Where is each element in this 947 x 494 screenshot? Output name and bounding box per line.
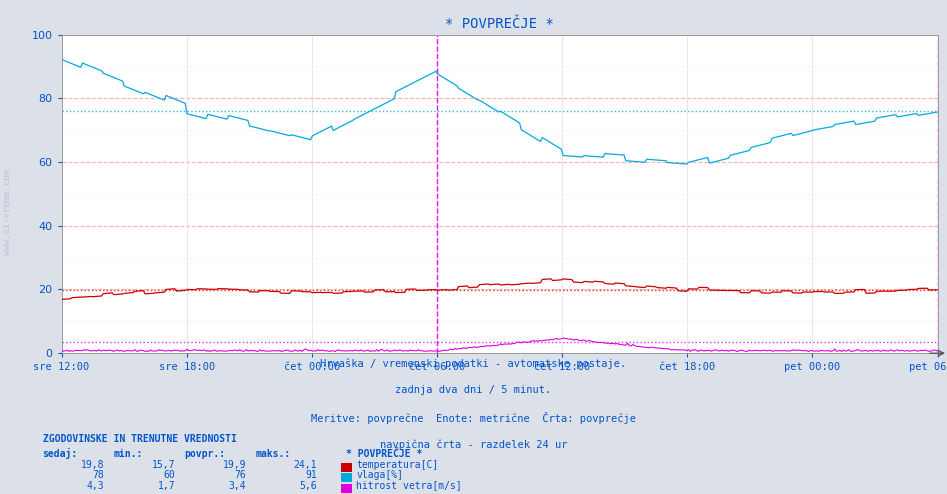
Text: * POVPREČJE *: * POVPREČJE * [346, 450, 422, 459]
Text: vlaga[%]: vlaga[%] [356, 470, 403, 480]
Text: min.:: min.: [114, 450, 143, 459]
Text: Meritve: povprečne  Enote: metrične  Črta: povprečje: Meritve: povprečne Enote: metrične Črta:… [311, 412, 636, 424]
Text: 76: 76 [235, 470, 246, 480]
Text: 78: 78 [93, 470, 104, 480]
Text: 3,4: 3,4 [228, 481, 246, 491]
Text: Hrvaška / vremenski podatki - avtomatske postaje.: Hrvaška / vremenski podatki - avtomatske… [320, 358, 627, 369]
Text: hitrost vetra[m/s]: hitrost vetra[m/s] [356, 481, 462, 491]
Text: temperatura[C]: temperatura[C] [356, 460, 438, 470]
Title: * POVPREČJE *: * POVPREČJE * [445, 17, 554, 31]
Text: zadnja dva dni / 5 minut.: zadnja dva dni / 5 minut. [396, 385, 551, 395]
Text: 4,3: 4,3 [86, 481, 104, 491]
Text: 24,1: 24,1 [294, 460, 317, 470]
Text: maks.:: maks.: [256, 450, 291, 459]
Text: 19,9: 19,9 [223, 460, 246, 470]
Text: ZGODOVINSKE IN TRENUTNE VREDNOSTI: ZGODOVINSKE IN TRENUTNE VREDNOSTI [43, 434, 237, 444]
Text: 15,7: 15,7 [152, 460, 175, 470]
Text: www.si-vreme.com: www.si-vreme.com [3, 169, 12, 255]
Text: 19,8: 19,8 [80, 460, 104, 470]
Text: sedaj:: sedaj: [43, 449, 78, 459]
Text: 60: 60 [164, 470, 175, 480]
Text: navpična črta - razdelek 24 ur: navpična črta - razdelek 24 ur [380, 440, 567, 450]
Text: povpr.:: povpr.: [185, 450, 225, 459]
Text: 91: 91 [306, 470, 317, 480]
Text: 5,6: 5,6 [299, 481, 317, 491]
Text: 1,7: 1,7 [157, 481, 175, 491]
